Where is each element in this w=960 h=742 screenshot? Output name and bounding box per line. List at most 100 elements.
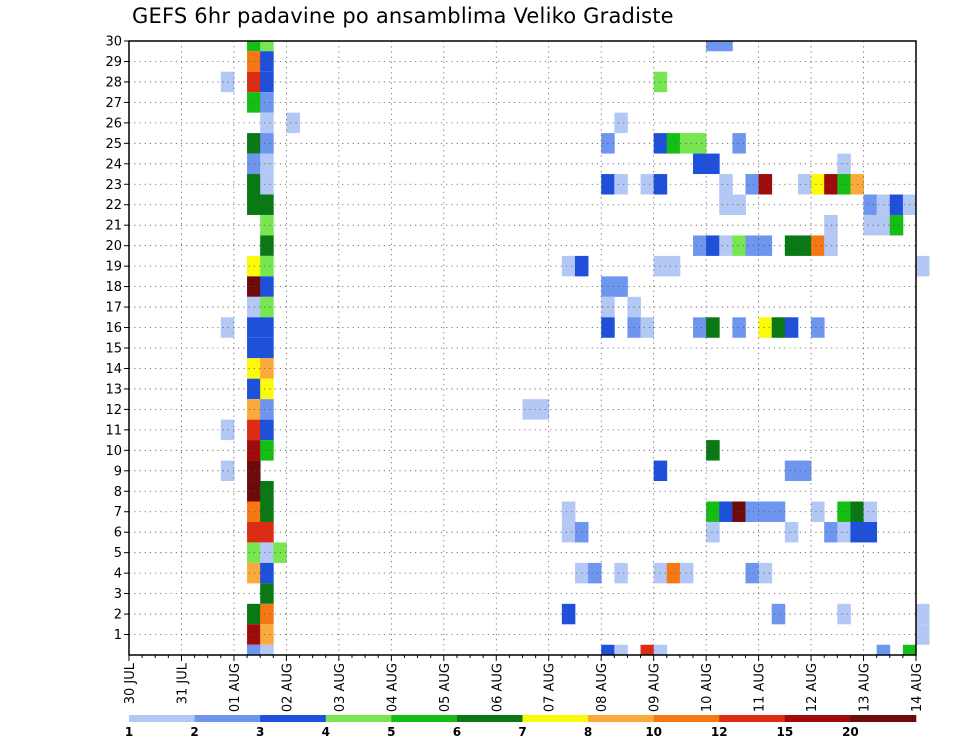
precip-cell [260, 399, 274, 420]
colorbar-label: 10 [645, 725, 662, 739]
precip-cell [220, 317, 235, 338]
y-tick-label: 21 [105, 219, 122, 234]
x-tick-label: 06 AUG [490, 663, 505, 712]
y-tick-label: 9 [114, 464, 122, 479]
y-tick-label: 19 [105, 260, 122, 275]
y-tick-label: 10 [105, 444, 122, 459]
precip-cell [260, 583, 274, 604]
colorbar-label: 1 [125, 725, 133, 739]
precip-cell [706, 153, 720, 175]
precip-cell [693, 153, 707, 175]
precip-cell [260, 255, 274, 277]
x-tick-label: 01 AUG [228, 663, 243, 712]
precip-cell [247, 644, 261, 655]
y-tick-label: 17 [105, 301, 122, 316]
colorbar-segment [850, 715, 917, 722]
precip-cell [561, 603, 576, 625]
precip-cell [824, 214, 838, 236]
precip-cell [247, 41, 261, 52]
precip-cell [732, 194, 746, 215]
x-axis: 30 JUL 31 JUL 01 AUG 02 AUG 03 AUG 04 AUG 05 A… [123, 655, 925, 712]
colorbar-label: 12 [711, 725, 728, 739]
precip-cell [837, 603, 851, 625]
colorbar-label: 7 [518, 725, 526, 739]
precip-cell [784, 235, 799, 256]
y-tick-label: 27 [105, 96, 122, 111]
precip-cell [614, 174, 628, 195]
precip-cell [719, 235, 733, 256]
y-axis: 1234567891011121314151617181920212223242… [105, 35, 129, 643]
colorbar-label: 8 [584, 725, 592, 739]
precip-cell [260, 133, 274, 154]
precip-cell [561, 255, 576, 277]
y-tick-label: 8 [114, 485, 122, 500]
precip-cell [260, 358, 274, 379]
precip-cell [758, 501, 773, 522]
x-tick-label: 10 AUG [700, 663, 715, 712]
precip-cell [666, 562, 681, 584]
x-tick-label: 11 AUG [753, 663, 768, 712]
x-tick-label: 05 AUG [438, 663, 453, 712]
y-tick-label: 15 [105, 342, 122, 357]
y-tick-label: 3 [114, 587, 122, 602]
colorbar-segment [588, 715, 654, 722]
colorbar-label: 6 [453, 725, 461, 739]
x-tick-label: 04 AUG [385, 663, 400, 712]
precip-cell [260, 92, 274, 113]
precip-cell [811, 235, 825, 256]
precip-cell [706, 317, 720, 338]
precip-cell [837, 153, 851, 175]
y-tick-label: 14 [105, 362, 122, 377]
precip-cell [706, 501, 720, 522]
precip-cell [588, 562, 602, 584]
precip-cell [706, 41, 720, 52]
y-tick-label: 25 [105, 137, 122, 152]
precip-cell [706, 521, 720, 543]
precip-cell [693, 317, 707, 338]
precip-cell [260, 41, 274, 52]
precip-cell [863, 214, 878, 236]
colorbar-segment [653, 715, 720, 722]
precip-cell [679, 562, 694, 584]
precip-cell [679, 133, 694, 154]
precip-cell [666, 133, 681, 154]
precip-cell [706, 235, 720, 256]
precip-cell [771, 317, 786, 338]
precip-cell [260, 542, 274, 563]
precip-cell [286, 112, 300, 134]
precip-cell [535, 399, 550, 420]
precip-cell [824, 174, 838, 195]
precip-cell [260, 276, 274, 297]
y-tick-label: 7 [114, 505, 122, 520]
x-tick-label: 02 AUG [280, 663, 295, 712]
precip-cell [916, 624, 930, 645]
y-tick-label: 30 [105, 35, 122, 50]
precip-cell [758, 235, 773, 256]
precip-cell [260, 501, 274, 522]
precip-cell [601, 644, 615, 655]
precip-cell [260, 624, 274, 645]
y-tick-label: 6 [114, 526, 122, 541]
precip-cell [771, 603, 786, 625]
precip-cell [811, 501, 825, 522]
precip-cell [260, 194, 274, 215]
precip-cell [666, 255, 681, 277]
x-tick-label: 30 JUL [123, 662, 138, 704]
precip-cell [260, 112, 274, 134]
precip-cell [220, 460, 235, 482]
precip-cell [916, 255, 930, 277]
precip-cell [837, 174, 851, 195]
y-tick-label: 13 [105, 382, 122, 397]
precip-cell [797, 174, 812, 195]
y-tick-label: 28 [105, 75, 122, 90]
precip-cell [745, 174, 759, 195]
precip-cell [260, 71, 274, 93]
precip-cell [260, 51, 274, 72]
precip-cell [561, 501, 576, 522]
precip-cell [614, 112, 628, 134]
y-tick-label: 29 [105, 55, 122, 70]
precip-cell [837, 501, 851, 522]
colorbar-segment [784, 715, 851, 722]
precip-cell [784, 521, 799, 543]
